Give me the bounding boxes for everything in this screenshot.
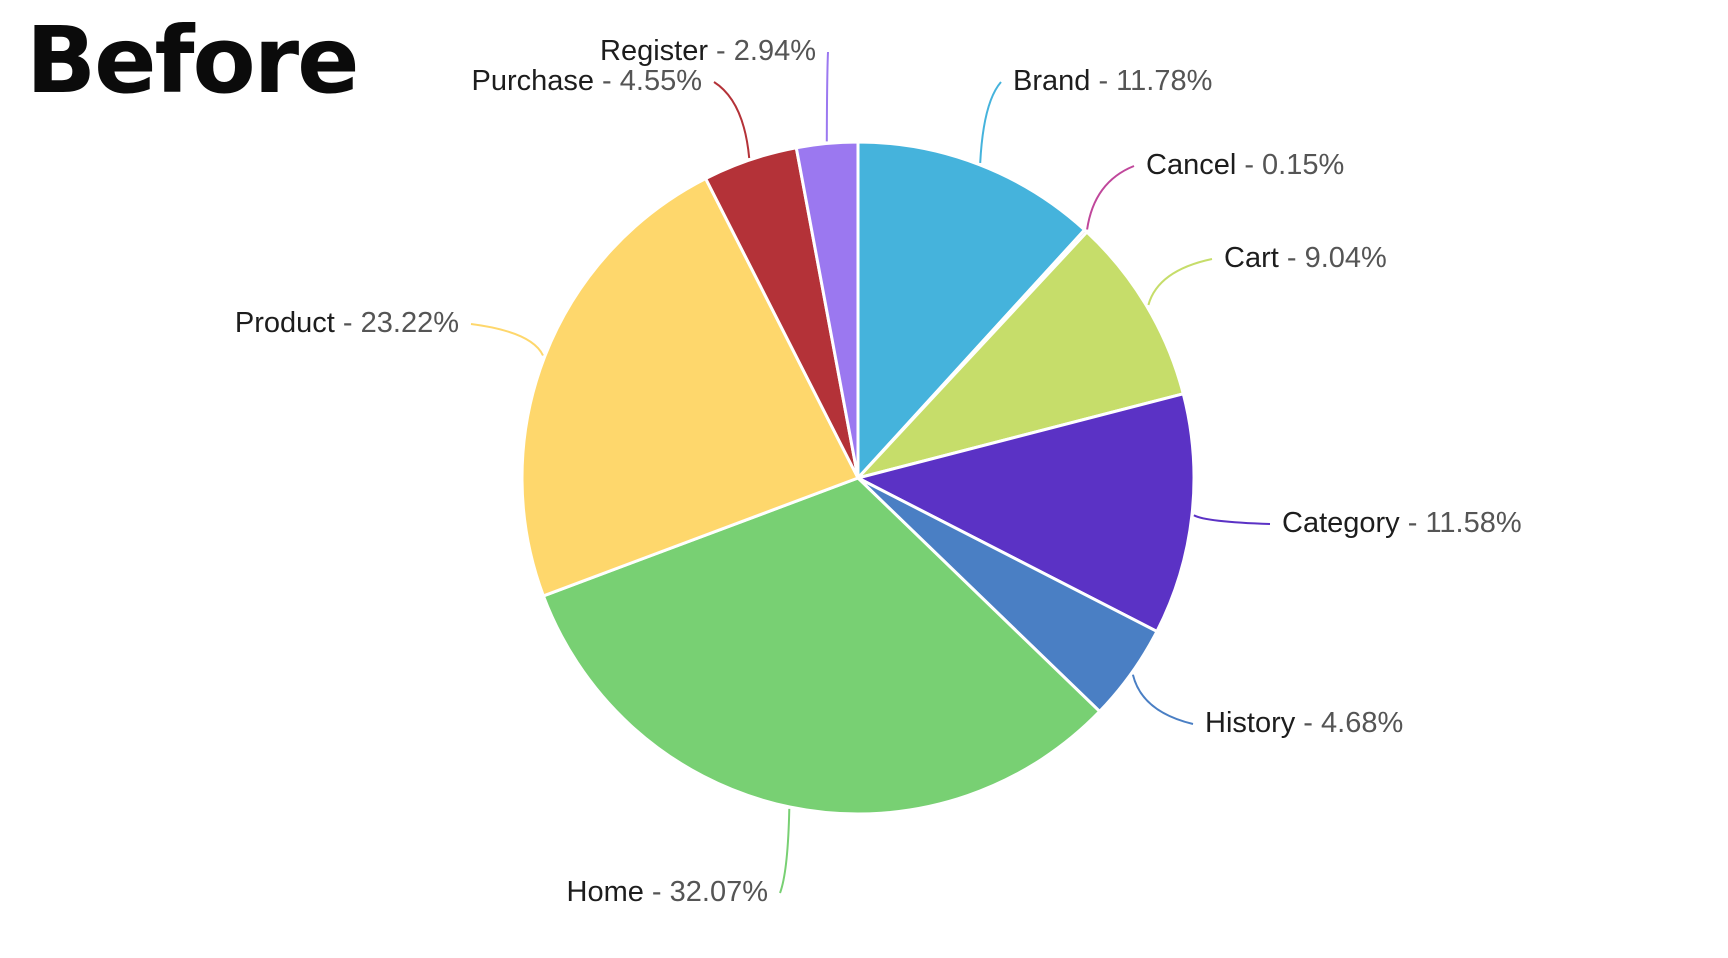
pie-labels: Brand - 11.78% Cancel - 0.15% Cart - 9.04%…	[235, 35, 1522, 908]
leader-line-history	[1131, 674, 1194, 725]
leader-line-cancel	[1086, 165, 1135, 230]
pie-label-name: Purchase	[471, 65, 594, 97]
pie-slice-product	[520, 177, 860, 598]
leader-line-category	[1193, 514, 1271, 525]
pie-label-name: Cart	[1224, 242, 1279, 274]
pie-label-product: Product - 23.22%	[235, 307, 459, 339]
pie-leader-lines	[470, 51, 1271, 894]
pie-label-value: - 4.55%	[594, 65, 702, 97]
pie-label-name: Product	[235, 307, 335, 339]
pie-label-value: - 4.68%	[1295, 707, 1403, 739]
leader-line-cart	[1147, 258, 1213, 306]
leader-line-register	[825, 51, 829, 142]
pie-slices	[520, 140, 1196, 816]
pie-label-name: Category	[1282, 507, 1400, 539]
pie-label-value: - 2.94%	[708, 35, 816, 67]
pie-label-value: - 0.15%	[1236, 149, 1344, 181]
leader-line-product	[470, 323, 544, 356]
leader-line-brand	[979, 81, 1002, 163]
pie-label-value: - 11.58%	[1400, 507, 1522, 539]
pie-label-purchase: Purchase - 4.55%	[471, 65, 702, 97]
pie-label-history: History - 4.68%	[1205, 707, 1403, 739]
pie-label-name: Cancel	[1146, 149, 1236, 181]
pie-label-name: Home	[567, 876, 644, 908]
pie-slice-cart	[856, 230, 1185, 480]
pie-slice-register	[794, 140, 860, 480]
pie-slice-home	[541, 476, 1102, 816]
pie-label-home: Home - 32.07%	[567, 876, 769, 908]
pie-label-value: - 23.22%	[335, 307, 459, 339]
pie-label-register: Register - 2.94%	[600, 35, 816, 67]
pie-label-cancel: Cancel - 0.15%	[1146, 149, 1344, 181]
pie-label-brand: Brand - 11.78%	[1013, 65, 1212, 97]
heading-before: Before	[26, 7, 360, 114]
pie-label-name: History	[1205, 707, 1296, 739]
pie-label-name: Register	[600, 35, 708, 67]
pie-label-value: - 9.04%	[1279, 242, 1387, 274]
leader-line-purchase	[713, 81, 751, 159]
leader-line-home	[779, 808, 791, 894]
pie-label-cart: Cart - 9.04%	[1224, 242, 1387, 274]
pie-label-name: Brand	[1013, 65, 1090, 97]
pie-label-category: Category - 11.58%	[1282, 507, 1522, 539]
pie-slice-category	[856, 392, 1196, 633]
pie-label-value: - 11.78%	[1090, 65, 1212, 97]
pie-label-value: - 32.07%	[644, 876, 768, 908]
pie-slice-brand	[856, 140, 1087, 480]
